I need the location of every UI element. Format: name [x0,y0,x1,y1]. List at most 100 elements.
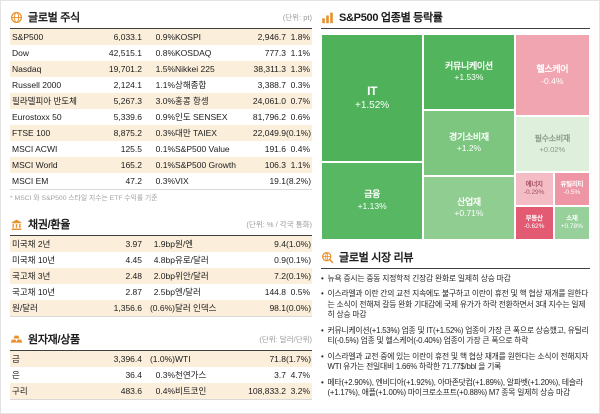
sector-cell-materials: 소재 +0.78% [553,206,590,240]
instrument-change: (0.0%) [286,303,312,313]
index-change: (8.2%) [286,176,312,186]
instrument-name: 달러 인덱스 [175,303,217,313]
index-change: 0.8% [155,48,175,58]
index-value: 165.2 [120,160,142,170]
sector-name: 필수소비재 [534,134,571,144]
table-row: 원/달러 1,356.6 (0.6%) 달러 인덱스 98.1 (0.0%) [10,300,312,316]
gold-bars-icon [10,333,23,346]
table-row: MSCI ACWI 125.5 0.1% S&P500 Value 191.6 … [10,141,312,157]
bonds-fx-section: 채권/환율 (단위: % / 각국 통화) 미국채 2년 3.97 1.9bp … [10,216,312,317]
instrument-value: 4.45 [125,255,142,265]
index-value: 125.5 [120,144,142,154]
sector-cell-energy: 에너지 -0.29% [514,172,554,206]
index-value: 22,049.9 [252,128,286,138]
index-change: 0.1% [155,160,175,170]
index-change: 0.3% [290,80,310,90]
table-row: 국고채 3년 2.48 2.0bp 위안/달러 7.2 (0.1%) [10,268,312,284]
instrument-value: 7.2 [274,271,286,281]
index-name: S&P500 [12,32,44,42]
bar-chart-icon [321,11,334,24]
index-name: 필라델피아 반도체 [12,96,77,106]
sector-cell-it: IT +1.52% [321,34,424,162]
table-row: 구리 483.6 0.4% 비트코인 108,833.2 3.2% [10,383,312,399]
index-change: 0.9% [155,32,175,42]
index-name: MSCI EM [12,176,49,186]
instrument-value: 98.1 [269,303,286,313]
commodity-name: 구리 [12,386,28,396]
index-value: 8,875.2 [113,128,142,138]
commodity-name: 비트코인 [175,386,207,396]
commodity-change: 0.3% [155,370,175,380]
sector-cell-real-estate: 부동산 -0.62% [514,206,554,240]
index-name: 홍콩 항셍 [175,96,209,106]
table-row: 미국채 2년 3.97 1.9bp 원/엔 9.4 (1.0%) [10,236,312,252]
index-name: S&P500 Growth [175,160,236,170]
instrument-name: 원/엔 [175,239,194,249]
table-row: Russell 2000 2,124.1 1.1% 상해종합 3,388.7 0… [10,77,312,93]
index-name: VIX [175,176,189,186]
sector-change: -0.29% [523,189,545,196]
global-stocks-section: 글로벌 주식 (단위: pt) S&P500 6,033.1 0.9% KOSP… [10,9,312,202]
commodities-unit: (단위: 달러/단위) [259,334,312,344]
instrument-value: 3.97 [125,239,142,249]
sector-name: 헬스케어 [536,63,569,74]
index-value: 24,061.0 [252,96,286,106]
sector-name: 커뮤니케이션 [445,60,493,71]
sector-cell-industrials: 산업재 +0.71% [423,176,515,240]
instrument-value: 144.8 [264,287,286,297]
commodity-value: 3,396.4 [113,354,142,364]
index-value: 42,515.1 [108,48,142,58]
market-review-header: 글로벌 시장 리뷰 [321,249,590,269]
globe-icon [10,11,23,24]
sector-change: -0.5% [563,189,581,196]
sector-map-header: S&P500 업종별 등락률 [321,9,590,29]
commodity-name: 금 [12,354,20,364]
global-stocks-header: 글로벌 주식 (단위: pt) [10,9,312,29]
index-change: 3.0% [155,96,175,106]
global-stocks-table: S&P500 6,033.1 0.9% KOSPI 2,946.7 1.8% D… [10,29,312,190]
commodity-change: 4.7% [290,370,310,380]
table-row: 미국채 10년 4.45 4.8bp 유로/달러 0.9 (0.1%) [10,252,312,268]
instrument-name: 유로/달러 [175,255,209,265]
table-row: 필라델피아 반도체 5,267.3 3.0% 홍콩 항셍 24,061.0 0.… [10,93,312,109]
instrument-name: 엔/달러 [175,287,201,297]
index-name: MSCI ACWI [12,144,58,154]
sector-name: 금융 [364,189,381,200]
review-bullet: 이스라엘과 교전 중에 있는 이란이 휴전 및 핵 협상 재개를 원한다는 소식… [321,352,590,373]
index-name: KOSDAQ [175,48,212,58]
sector-map-title: S&P500 업종별 등락률 [339,12,443,24]
index-value: 47.2 [125,176,142,186]
index-change: (0.1%) [286,128,312,138]
sector-name: 부동산 [525,214,543,222]
index-value: 81,796.2 [252,112,286,122]
sector-cell-consumer-staples: 필수소비재 +0.02% [514,116,590,172]
sector-change: +0.78% [560,222,583,230]
index-name: 상해종합 [175,80,207,90]
index-value: 5,267.3 [113,96,142,106]
table-row: MSCI EM 47.2 0.3% VIX 19.1 (8.2%) [10,173,312,189]
commodity-value: 36.4 [125,370,142,380]
index-name: Dow [12,48,30,58]
index-name: 대만 TAIEX [175,128,217,138]
index-change: 0.7% [290,96,310,106]
index-value: 6,033.1 [113,32,142,42]
market-review-list: 뉴욕 증시는 중동 지정학적 긴장감 완화로 일제히 상승 마감 이스라엘과 이… [321,274,590,398]
sector-name: 소재 [566,214,578,222]
review-bullet: 뉴욕 증시는 중동 지정학적 긴장감 완화로 일제히 상승 마감 [321,274,590,284]
globe-search-icon [321,251,334,264]
index-value: 38,311.3 [253,64,286,74]
review-bullet: 이스라엘과 이란 간의 교전 지속에도 불구하고 이란이 휴전 및 핵 협상 재… [321,289,590,320]
index-change: 0.6% [290,112,310,122]
sector-cell-communication: 커뮤니케이션 +1.53% [423,34,515,111]
commodity-value: 108,833.2 [248,386,286,396]
market-review-section: 글로벌 시장 리뷰 뉴욕 증시는 중동 지정학적 긴장감 완화로 일제히 상승 … [321,249,590,407]
index-value: 191.6 [264,144,286,154]
index-change: 1.1% [290,160,310,170]
instrument-change: (1.0%) [286,239,312,249]
index-change: 1.8% [290,32,310,42]
left-column: 글로벌 주식 (단위: pt) S&P500 6,033.1 0.9% KOSP… [10,9,312,407]
instrument-name: 국고채 10년 [12,287,56,297]
table-row: Dow 42,515.1 0.8% KOSDAQ 777.3 1.1% [10,45,312,61]
sector-change: +1.13% [357,201,387,212]
sector-cell-consumer-discretionary: 경기소비재 +1.2% [423,110,515,177]
